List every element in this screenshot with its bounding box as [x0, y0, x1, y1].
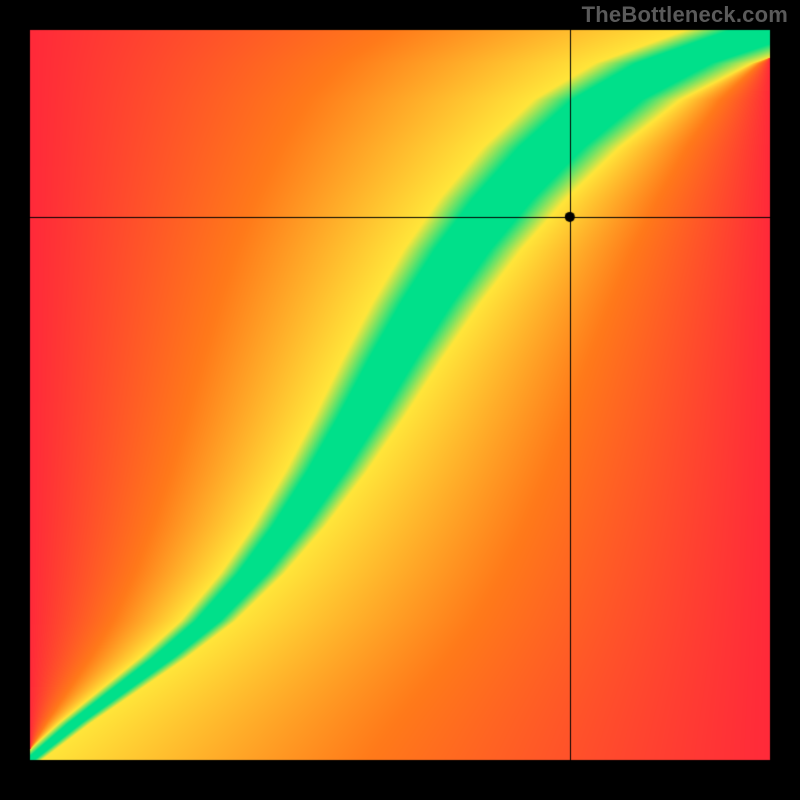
bottleneck-heatmap-canvas: [0, 0, 800, 800]
bottleneck-heatmap-frame: TheBottleneck.com: [0, 0, 800, 800]
watermark-label: TheBottleneck.com: [582, 2, 788, 28]
